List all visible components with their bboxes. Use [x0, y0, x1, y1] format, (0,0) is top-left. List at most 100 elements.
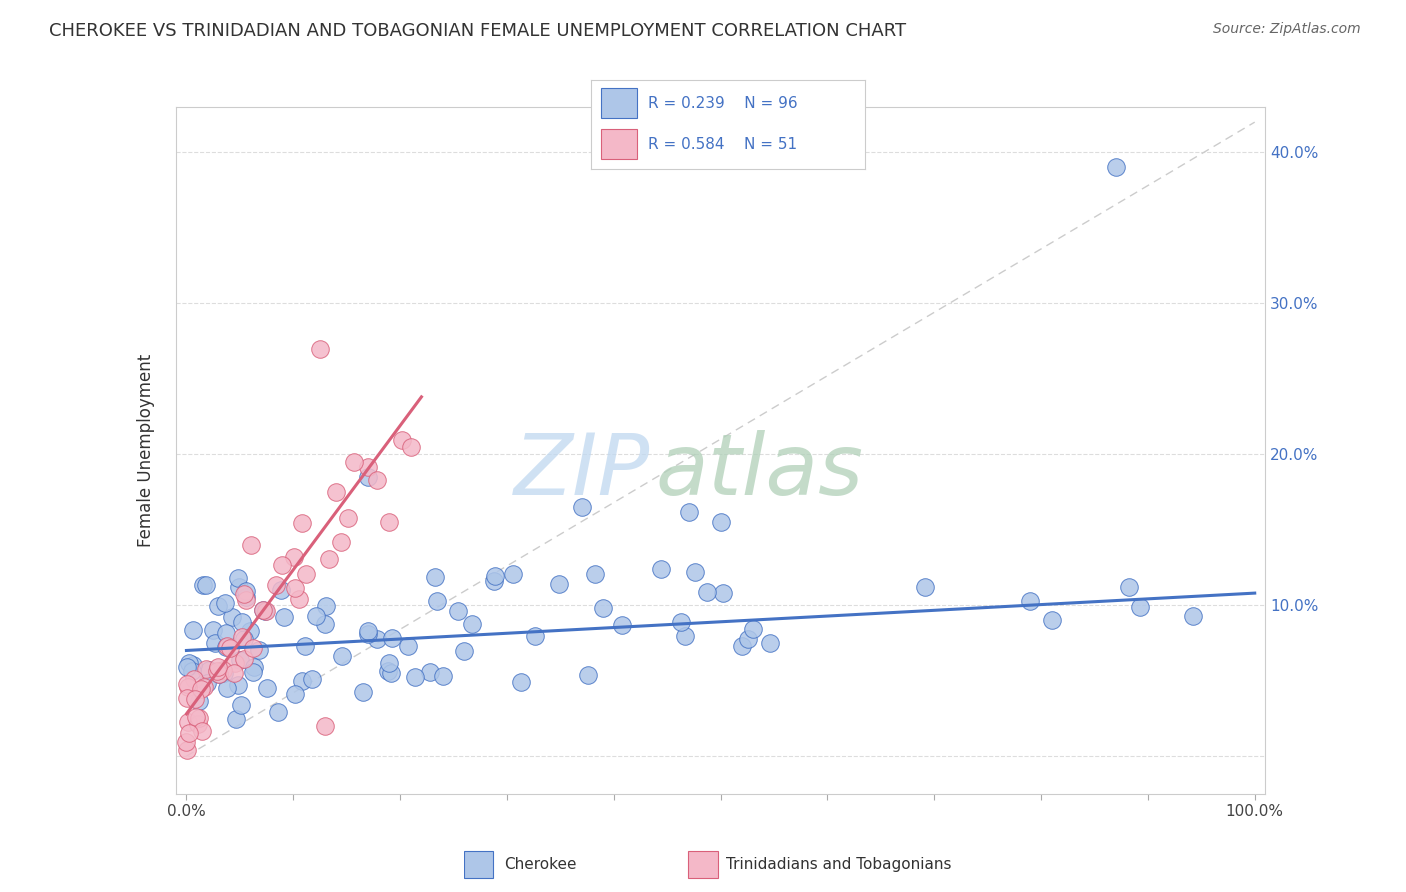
Point — [284, 687, 307, 701]
Point — [759, 636, 782, 650]
Point — [212, 665, 235, 680]
Point — [176, 677, 198, 691]
Point — [242, 665, 264, 679]
Point — [176, 743, 198, 757]
Point — [325, 485, 347, 500]
Point — [253, 604, 276, 618]
Point — [184, 692, 207, 706]
Point — [343, 455, 366, 469]
Point — [294, 639, 316, 653]
Point — [176, 660, 198, 674]
Point — [235, 590, 257, 604]
Point — [484, 569, 506, 583]
Point — [229, 653, 252, 667]
Point — [187, 694, 209, 708]
Point — [195, 676, 218, 690]
Text: R = 0.584    N = 51: R = 0.584 N = 51 — [648, 136, 797, 152]
Point — [224, 657, 246, 671]
Point — [198, 663, 221, 677]
Point — [673, 629, 696, 643]
Point — [190, 681, 212, 696]
Point — [711, 586, 734, 600]
Point — [283, 550, 305, 565]
Point — [391, 433, 413, 447]
Text: Source: ZipAtlas.com: Source: ZipAtlas.com — [1213, 22, 1361, 37]
Bar — [689, 851, 718, 878]
Point — [502, 566, 524, 581]
Point — [309, 342, 332, 356]
Text: R = 0.239    N = 96: R = 0.239 N = 96 — [648, 95, 797, 111]
Point — [252, 603, 274, 617]
Point — [177, 726, 200, 740]
Text: Trinidadians and Tobagonians: Trinidadians and Tobagonians — [725, 857, 952, 871]
Y-axis label: Female Unemployment: Female Unemployment — [136, 354, 155, 547]
Point — [181, 624, 204, 638]
Point — [205, 664, 228, 678]
Point — [181, 664, 204, 678]
Point — [228, 580, 250, 594]
Point — [224, 666, 246, 681]
Point — [742, 622, 765, 636]
Point — [195, 578, 218, 592]
Point — [270, 558, 292, 573]
Point — [1181, 609, 1204, 624]
Point — [187, 711, 209, 725]
Point — [576, 668, 599, 682]
Point — [523, 630, 546, 644]
Point — [181, 657, 204, 672]
Point — [357, 459, 380, 474]
Text: CHEROKEE VS TRINIDADIAN AND TOBAGONIAN FEMALE UNEMPLOYMENT CORRELATION CHART: CHEROKEE VS TRINIDADIAN AND TOBAGONIAN F… — [49, 22, 907, 40]
Point — [215, 626, 238, 640]
Point — [177, 656, 200, 670]
Point — [432, 669, 454, 683]
Point — [233, 632, 256, 646]
Point — [357, 624, 380, 638]
Point — [202, 624, 225, 638]
Point — [423, 569, 446, 583]
Point — [509, 675, 531, 690]
Point — [378, 656, 401, 670]
Point — [229, 698, 252, 713]
Point — [678, 505, 700, 519]
Point — [184, 710, 207, 724]
Point — [305, 609, 328, 624]
Point — [453, 644, 475, 658]
Point — [176, 690, 198, 705]
Point — [571, 500, 593, 514]
Point — [217, 681, 239, 695]
Point — [176, 735, 198, 749]
Text: Cherokee: Cherokee — [505, 857, 576, 871]
Point — [381, 632, 404, 646]
Bar — [602, 88, 637, 118]
Point — [318, 551, 340, 566]
Point — [482, 574, 505, 588]
Point — [239, 624, 262, 639]
Point — [226, 571, 249, 585]
Point — [232, 587, 254, 601]
Point — [366, 473, 388, 487]
Text: atlas: atlas — [655, 430, 863, 513]
Point — [426, 593, 449, 607]
Point — [183, 672, 205, 686]
Point — [396, 639, 419, 653]
Point — [193, 680, 215, 694]
Point — [1118, 580, 1140, 594]
Point — [177, 714, 200, 729]
Bar — [602, 129, 637, 159]
Point — [215, 640, 238, 654]
Point — [243, 660, 266, 674]
Point — [696, 584, 718, 599]
Point — [235, 593, 257, 607]
Point — [270, 582, 292, 597]
Point — [264, 578, 287, 592]
Point — [329, 535, 352, 549]
Point — [217, 639, 239, 653]
Point — [295, 566, 318, 581]
Point — [235, 584, 257, 599]
Point — [284, 581, 307, 595]
Point — [187, 716, 209, 731]
Point — [194, 662, 217, 676]
Point — [461, 617, 484, 632]
Point — [231, 615, 253, 630]
Point — [336, 510, 359, 524]
